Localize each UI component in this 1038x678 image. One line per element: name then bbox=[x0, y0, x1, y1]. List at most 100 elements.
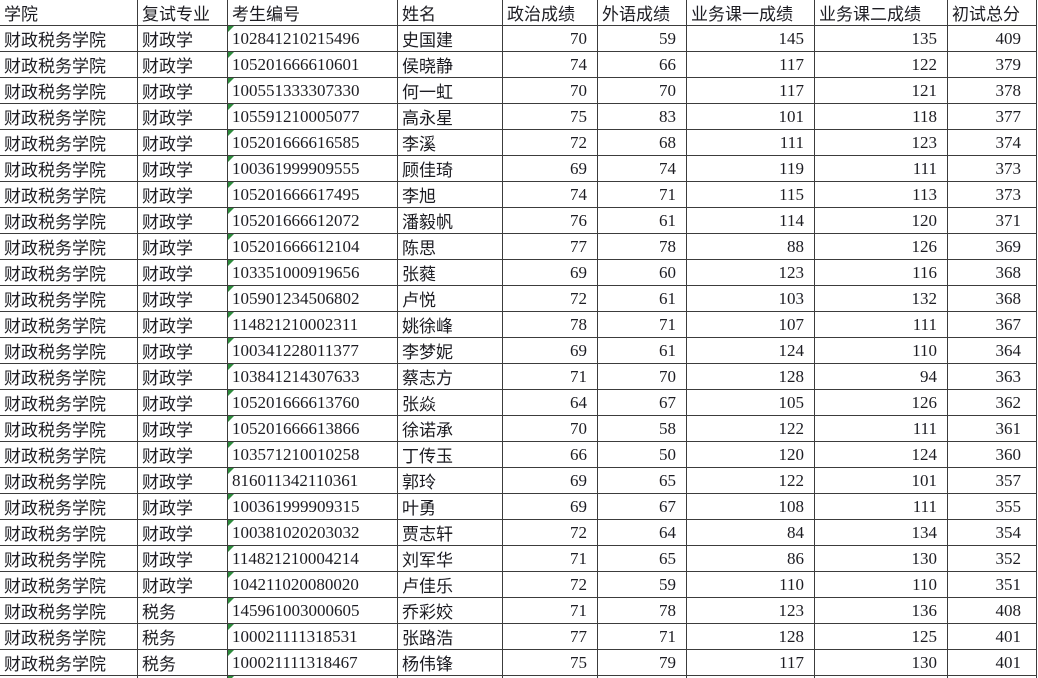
cell-foreign_lang[interactable]: 70 bbox=[597, 363, 687, 390]
cell-candidate_no[interactable]: 100021111318467 bbox=[227, 649, 398, 676]
cell-course1[interactable]: 145 bbox=[686, 25, 815, 52]
column-header-name[interactable]: 姓名 bbox=[397, 0, 503, 26]
cell-college[interactable]: 财政税务学院 bbox=[0, 233, 138, 260]
cell-course2[interactable]: 134 bbox=[814, 519, 948, 546]
cell-politics[interactable]: 76 bbox=[502, 207, 598, 234]
cell-course1[interactable]: 114 bbox=[686, 207, 815, 234]
cell-major[interactable]: 财政学 bbox=[137, 207, 228, 234]
cell-name[interactable]: 丁传玉 bbox=[397, 441, 503, 468]
cell-college[interactable]: 财政税务学院 bbox=[0, 129, 138, 156]
column-header-college[interactable]: 学院 bbox=[0, 0, 138, 26]
cell-course2[interactable]: 130 bbox=[814, 649, 948, 676]
cell-foreign_lang[interactable]: 61 bbox=[597, 337, 687, 364]
cell-college[interactable]: 财政税务学院 bbox=[0, 389, 138, 416]
cell-total[interactable]: 369 bbox=[947, 233, 1037, 260]
cell-college[interactable]: 财政税务学院 bbox=[0, 25, 138, 52]
cell-course1[interactable]: 119 bbox=[686, 155, 815, 182]
cell-name[interactable]: 顾佳琦 bbox=[397, 155, 503, 182]
cell-name[interactable]: 李梦妮 bbox=[397, 337, 503, 364]
cell-total[interactable]: 408 bbox=[947, 597, 1037, 624]
column-header-course2[interactable]: 业务课二成绩 bbox=[814, 0, 948, 26]
cell-politics[interactable]: 75 bbox=[502, 103, 598, 130]
cell-course2[interactable]: 94 bbox=[814, 363, 948, 390]
cell-candidate_no[interactable]: 103571210010258 bbox=[227, 441, 398, 468]
cell-college[interactable]: 财政税务学院 bbox=[0, 77, 138, 104]
cell-politics[interactable]: 72 bbox=[502, 571, 598, 598]
cell-major[interactable]: 财政学 bbox=[137, 181, 228, 208]
cell-course2[interactable]: 111 bbox=[814, 493, 948, 520]
cell-name[interactable]: 史国建 bbox=[397, 25, 503, 52]
cell-candidate_no[interactable]: 105201666613866 bbox=[227, 415, 398, 442]
cell-total[interactable]: 362 bbox=[947, 389, 1037, 416]
cell-name[interactable]: 姚徐峰 bbox=[397, 311, 503, 338]
cell-college[interactable]: 财政税务学院 bbox=[0, 545, 138, 572]
cell-major[interactable]: 财政学 bbox=[137, 545, 228, 572]
cell-foreign_lang[interactable]: 50 bbox=[597, 441, 687, 468]
cell-foreign_lang[interactable]: 83 bbox=[597, 103, 687, 130]
cell-course1[interactable]: 111 bbox=[686, 129, 815, 156]
cell-course1[interactable]: 120 bbox=[686, 441, 815, 468]
cell-politics[interactable]: 74 bbox=[502, 181, 598, 208]
cell-major[interactable]: 财政学 bbox=[137, 25, 228, 52]
cell-college[interactable]: 财政税务学院 bbox=[0, 51, 138, 78]
cell-course2[interactable]: 110 bbox=[814, 337, 948, 364]
cell-politics[interactable]: 78 bbox=[502, 311, 598, 338]
cell-foreign_lang[interactable]: 67 bbox=[597, 493, 687, 520]
cell-name[interactable]: 何一虹 bbox=[397, 77, 503, 104]
cell-politics[interactable]: 70 bbox=[502, 415, 598, 442]
cell-foreign_lang[interactable]: 67 bbox=[597, 389, 687, 416]
cell-name[interactable]: 陈思 bbox=[397, 233, 503, 260]
cell-politics[interactable]: 74 bbox=[502, 51, 598, 78]
cell-major[interactable]: 税务 bbox=[137, 597, 228, 624]
cell-course1[interactable]: 117 bbox=[686, 649, 815, 676]
cell-foreign_lang[interactable]: 61 bbox=[597, 207, 687, 234]
cell-name[interactable]: 张焱 bbox=[397, 389, 503, 416]
cell-college[interactable]: 财政税务学院 bbox=[0, 181, 138, 208]
cell-name[interactable]: 卢佳乐 bbox=[397, 571, 503, 598]
cell-course2[interactable]: 135 bbox=[814, 25, 948, 52]
cell-candidate_no[interactable]: 100021111318531 bbox=[227, 623, 398, 650]
cell-total[interactable]: 378 bbox=[947, 77, 1037, 104]
cell-candidate_no[interactable]: 105201666613760 bbox=[227, 389, 398, 416]
cell-course2[interactable]: 122 bbox=[814, 51, 948, 78]
cell-course1[interactable]: 122 bbox=[686, 415, 815, 442]
cell-total[interactable]: 360 bbox=[947, 441, 1037, 468]
cell-course1[interactable]: 122 bbox=[686, 467, 815, 494]
cell-major[interactable]: 财政学 bbox=[137, 77, 228, 104]
cell-politics[interactable]: 72 bbox=[502, 285, 598, 312]
cell-course2[interactable]: 110 bbox=[814, 571, 948, 598]
cell-course2[interactable]: 111 bbox=[814, 415, 948, 442]
cell-major[interactable]: 财政学 bbox=[137, 337, 228, 364]
cell-total[interactable]: 355 bbox=[947, 493, 1037, 520]
cell-course2[interactable]: 111 bbox=[814, 311, 948, 338]
cell-total[interactable]: 363 bbox=[947, 363, 1037, 390]
cell-candidate_no[interactable]: 105201666610601 bbox=[227, 51, 398, 78]
cell-college[interactable]: 财政税务学院 bbox=[0, 285, 138, 312]
cell-total[interactable]: 409 bbox=[947, 25, 1037, 52]
cell-name[interactable]: 蔡志方 bbox=[397, 363, 503, 390]
column-header-major[interactable]: 复试专业 bbox=[137, 0, 228, 26]
cell-foreign_lang[interactable]: 65 bbox=[597, 545, 687, 572]
cell-total[interactable]: 351 bbox=[947, 571, 1037, 598]
cell-major[interactable]: 财政学 bbox=[137, 51, 228, 78]
cell-course2[interactable]: 126 bbox=[814, 389, 948, 416]
cell-college[interactable]: 财政税务学院 bbox=[0, 337, 138, 364]
cell-total[interactable]: 352 bbox=[947, 545, 1037, 572]
cell-politics[interactable]: 72 bbox=[502, 519, 598, 546]
cell-course2[interactable]: 136 bbox=[814, 597, 948, 624]
cell-name[interactable]: 张路浩 bbox=[397, 623, 503, 650]
cell-major[interactable]: 财政学 bbox=[137, 467, 228, 494]
cell-politics[interactable]: 70 bbox=[502, 77, 598, 104]
cell-college[interactable]: 财政税务学院 bbox=[0, 103, 138, 130]
cell-candidate_no[interactable]: 816011342110361 bbox=[227, 467, 398, 494]
cell-name[interactable]: 侯晓静 bbox=[397, 51, 503, 78]
cell-candidate_no[interactable]: 100381020203032 bbox=[227, 519, 398, 546]
cell-candidate_no[interactable]: 105201666616585 bbox=[227, 129, 398, 156]
cell-course1[interactable]: 105 bbox=[686, 389, 815, 416]
cell-candidate_no[interactable]: 100361999909315 bbox=[227, 493, 398, 520]
cell-course1[interactable]: 108 bbox=[686, 493, 815, 520]
cell-course2[interactable]: 116 bbox=[814, 259, 948, 286]
cell-candidate_no[interactable]: 114821210002311 bbox=[227, 311, 398, 338]
cell-politics[interactable]: 72 bbox=[502, 129, 598, 156]
cell-course1[interactable]: 110 bbox=[686, 571, 815, 598]
